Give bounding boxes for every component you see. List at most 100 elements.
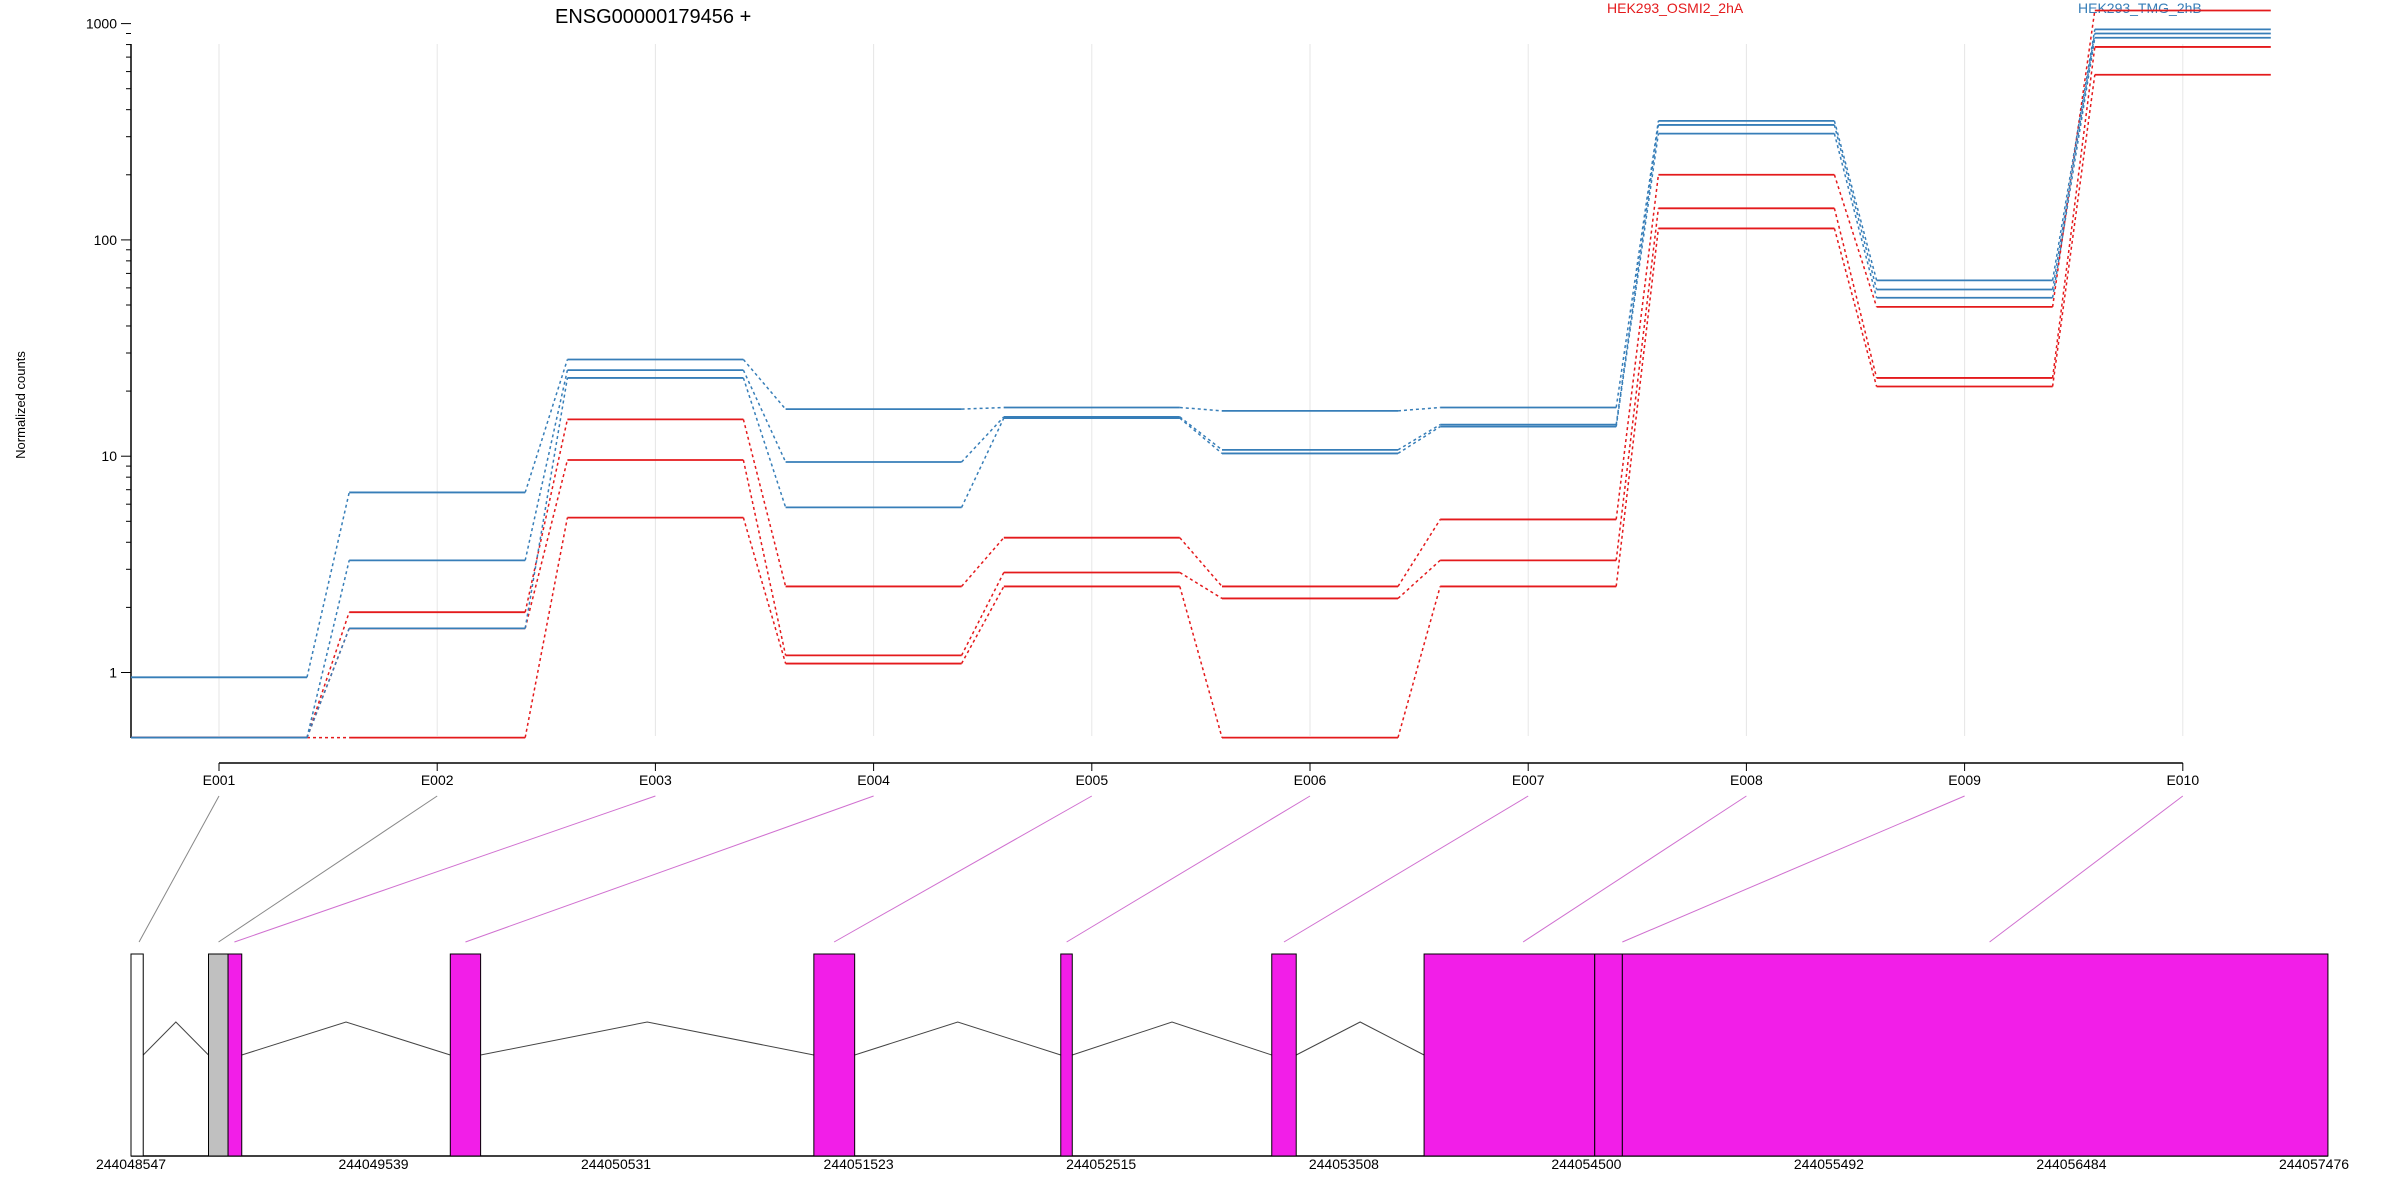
mapping-line-e004 (465, 795, 874, 943)
exon-block (227, 953, 243, 1157)
mapping-line-e009 (1622, 795, 1965, 943)
connector-segment (742, 459, 787, 656)
connector-segment (742, 419, 787, 587)
connector-segment (306, 492, 350, 678)
x-tick-label-e004: E004 (857, 772, 890, 788)
x-tick-label-e003: E003 (639, 772, 672, 788)
coordinate-label: 244053508 (1309, 1156, 1379, 1172)
coordinate-label: 244056484 (2036, 1156, 2106, 1172)
connector-segment (960, 586, 1005, 664)
connector-segment (742, 517, 787, 664)
coordinate-label: 244057476 (2279, 1156, 2349, 1172)
y-tick-label: 1 (109, 665, 117, 681)
coordinate-label: 244055492 (1794, 1156, 1864, 1172)
mapping-line-e008 (1522, 795, 1747, 943)
connector-segment (961, 537, 1005, 587)
x-tick-label-e010: E010 (2166, 772, 2199, 788)
connector-segment (960, 572, 1005, 656)
exon-block (1621, 953, 2329, 1157)
connector-segment (1397, 559, 1441, 599)
connector-segment (1397, 519, 1441, 587)
intron-line (1295, 1021, 1425, 1056)
connector-segment (524, 459, 569, 629)
connector-segment (1179, 406, 1223, 412)
connector-segment (306, 628, 350, 738)
connector-segment (2051, 37, 2096, 298)
intron-line (854, 1021, 1061, 1056)
connector-segment (2051, 46, 2096, 379)
unused-block (130, 953, 144, 1157)
connector-segment (524, 517, 569, 738)
y-tick-label: 10 (101, 448, 117, 464)
connector-segment (1397, 425, 1441, 455)
coordinate-label: 244051523 (824, 1156, 894, 1172)
mapping-line-e003 (234, 795, 656, 943)
series-lines (131, 9, 2271, 739)
mapping-line-e007 (1283, 795, 1529, 943)
connector-segment (1615, 228, 1660, 587)
coordinate-label: 244050531 (581, 1156, 651, 1172)
x-tick-label-e009: E009 (1948, 772, 1981, 788)
axes: 1 10 100 1000 E001 E002 E003 E004 E005 E006 E007 E0… (86, 16, 2200, 788)
series-1-hek293-osmi2-2ha (131, 73, 2271, 739)
coordinate-label: 244049539 (338, 1156, 408, 1172)
connector-segment (1397, 586, 1441, 738)
coordinate-label: 244054500 (1551, 1156, 1621, 1172)
legend-label-tmg: HEK293_TMG_2hB (2078, 0, 2202, 16)
connector-segment (742, 358, 787, 410)
connector-segment (1615, 208, 1660, 561)
connector-segment (1179, 416, 1223, 451)
intron-line (241, 1021, 451, 1056)
x-tick-label-e006: E006 (1294, 772, 1327, 788)
intron-line (480, 1021, 814, 1056)
connector-segment (524, 369, 569, 561)
connector-segment (2051, 10, 2096, 308)
connector-segment (1833, 174, 1878, 308)
mapping-line-e006 (1066, 795, 1311, 943)
y-tick-label: 100 (94, 232, 118, 248)
x-tick-label-e007: E007 (1512, 772, 1545, 788)
mapping-line-e010 (1989, 795, 2184, 943)
coordinate-label: 244048547 (96, 1156, 166, 1172)
gridlines (218, 44, 2184, 736)
x-tick-label-e002: E002 (421, 772, 454, 788)
chart-title: ENSG00000179456 + (555, 6, 751, 28)
connector-segment (2051, 33, 2096, 290)
exon-block (1423, 953, 1596, 1157)
connector-segment (1833, 120, 1878, 281)
connector-segment (1397, 406, 1441, 412)
legend-label-osmi2: HEK293_OSMI2_2hA (1607, 0, 1744, 16)
x-tick-label-e005: E005 (1075, 772, 1108, 788)
intron-line (1072, 1021, 1272, 1056)
gene-model: 244048547 244049539 244050531 244051523 2440… (96, 953, 2349, 1172)
series-2-hek293-osmi2-2ha (131, 46, 2271, 739)
connector-segment (1179, 571, 1223, 600)
connector-segment (1397, 423, 1441, 451)
y-tick-label: 1000 (86, 16, 117, 32)
connector-segment (961, 406, 1004, 410)
connector-segment (742, 369, 787, 463)
coordinate-label: 244052515 (1066, 1156, 1136, 1172)
connector-segment (1615, 133, 1660, 427)
connector-segment (1179, 417, 1223, 454)
connector-segment (1833, 228, 1878, 387)
connector-segment (306, 628, 350, 738)
connector-segment (742, 377, 787, 508)
connector-segment (1833, 124, 1878, 290)
series-5-hek293-tmg-2hb (131, 32, 2271, 739)
connector-segment (306, 611, 350, 738)
series-4-hek293-tmg-2hb (131, 36, 2271, 739)
connector-segment (1833, 133, 1878, 298)
connector-segment (1615, 124, 1660, 425)
connector-segment (1179, 537, 1223, 587)
exon-block (1271, 953, 1297, 1157)
series-6-hek293-tmg-2hb (131, 28, 2271, 679)
connector-segment (524, 359, 569, 493)
exon-block (449, 953, 482, 1157)
connector-segment (524, 377, 569, 629)
exon-block (1594, 953, 1623, 1157)
exon-mapping-lines (138, 795, 2184, 943)
connector-segment (960, 417, 1005, 508)
connector-segment (1615, 120, 1660, 408)
